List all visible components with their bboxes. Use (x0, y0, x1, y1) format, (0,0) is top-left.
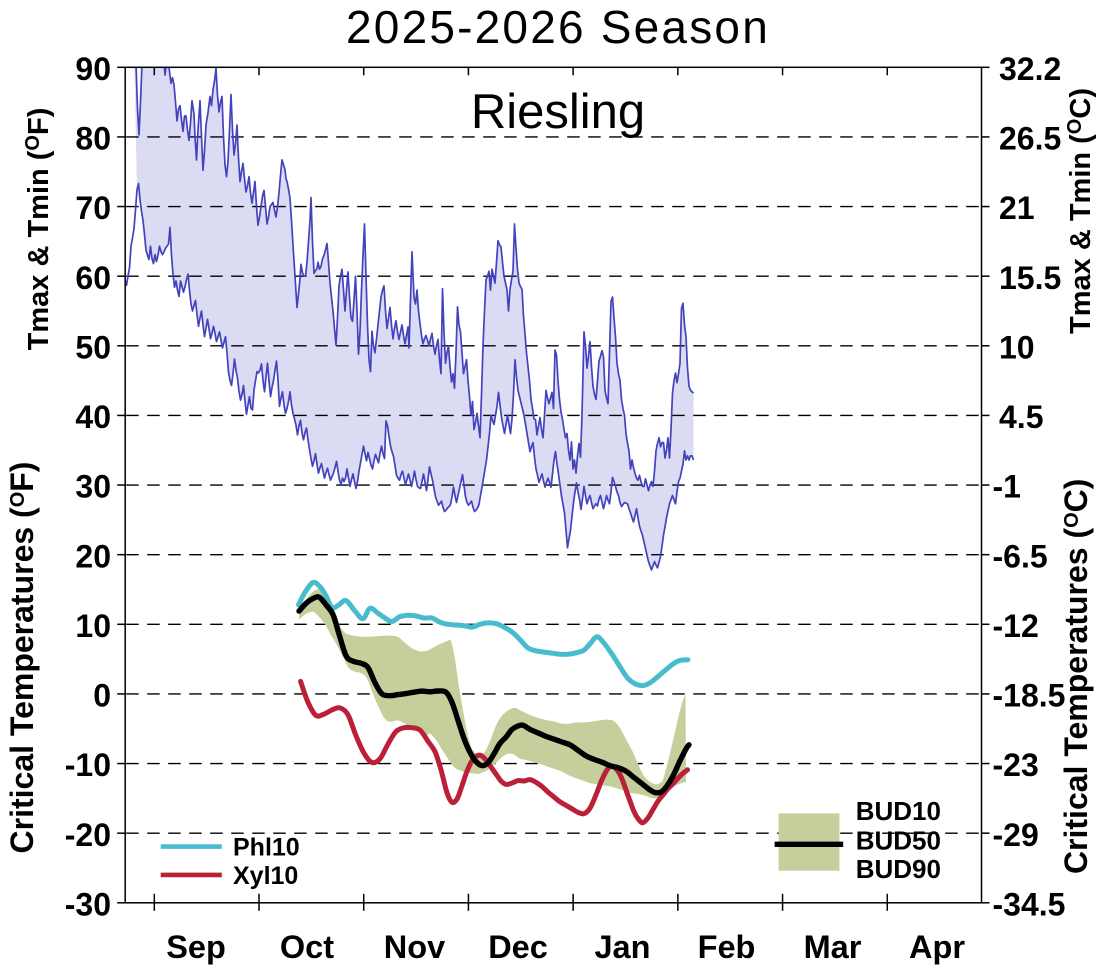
svg-text:10: 10 (999, 329, 1035, 365)
svg-text:20: 20 (75, 538, 111, 574)
svg-text:-18.5: -18.5 (993, 678, 1066, 714)
svg-text:-1: -1 (993, 469, 1021, 505)
svg-text:26.5: 26.5 (999, 121, 1061, 157)
svg-text:90: 90 (75, 51, 111, 87)
svg-text:-12: -12 (993, 608, 1039, 644)
svg-text:60: 60 (75, 260, 111, 296)
svg-text:Critical Temperatures (OC): Critical Temperatures (OC) (1058, 479, 1094, 875)
svg-text:-23: -23 (993, 747, 1039, 783)
svg-text:2025-2026 Season: 2025-2026 Season (346, 1, 770, 53)
svg-text:Critical Temperatures (OF): Critical Temperatures (OF) (4, 462, 40, 854)
svg-text:Dec: Dec (488, 929, 548, 965)
svg-text:40: 40 (75, 399, 111, 435)
svg-text:21: 21 (999, 190, 1035, 226)
svg-text:80: 80 (75, 121, 111, 157)
svg-text:Xyl10: Xyl10 (233, 862, 298, 890)
svg-text:BUD10: BUD10 (856, 796, 941, 826)
svg-text:-34.5: -34.5 (993, 886, 1066, 922)
svg-text:70: 70 (75, 190, 111, 226)
svg-text:-30: -30 (65, 886, 111, 922)
svg-text:-10: -10 (65, 747, 111, 783)
svg-text:Feb: Feb (698, 929, 756, 965)
svg-text:Jan: Jan (594, 929, 650, 965)
svg-text:Oct: Oct (280, 929, 334, 965)
svg-text:-6.5: -6.5 (993, 538, 1048, 574)
svg-text:4.5: 4.5 (999, 399, 1043, 435)
svg-text:10: 10 (75, 608, 111, 644)
svg-text:Apr: Apr (909, 929, 965, 965)
svg-text:15.5: 15.5 (999, 260, 1061, 296)
svg-text:-20: -20 (65, 817, 111, 853)
svg-text:50: 50 (75, 329, 111, 365)
svg-text:30: 30 (75, 469, 111, 505)
svg-text:Riesling: Riesling (471, 85, 645, 139)
svg-text:BUD50: BUD50 (856, 826, 941, 856)
svg-text:Nov: Nov (384, 929, 445, 965)
svg-text:0: 0 (93, 678, 111, 714)
svg-text:Sep: Sep (166, 929, 226, 965)
svg-text:Mar: Mar (804, 929, 862, 965)
svg-text:Phl10: Phl10 (233, 833, 300, 861)
svg-text:32.2: 32.2 (999, 51, 1061, 87)
svg-text:-29: -29 (993, 817, 1039, 853)
svg-text:BUD90: BUD90 (856, 854, 941, 884)
